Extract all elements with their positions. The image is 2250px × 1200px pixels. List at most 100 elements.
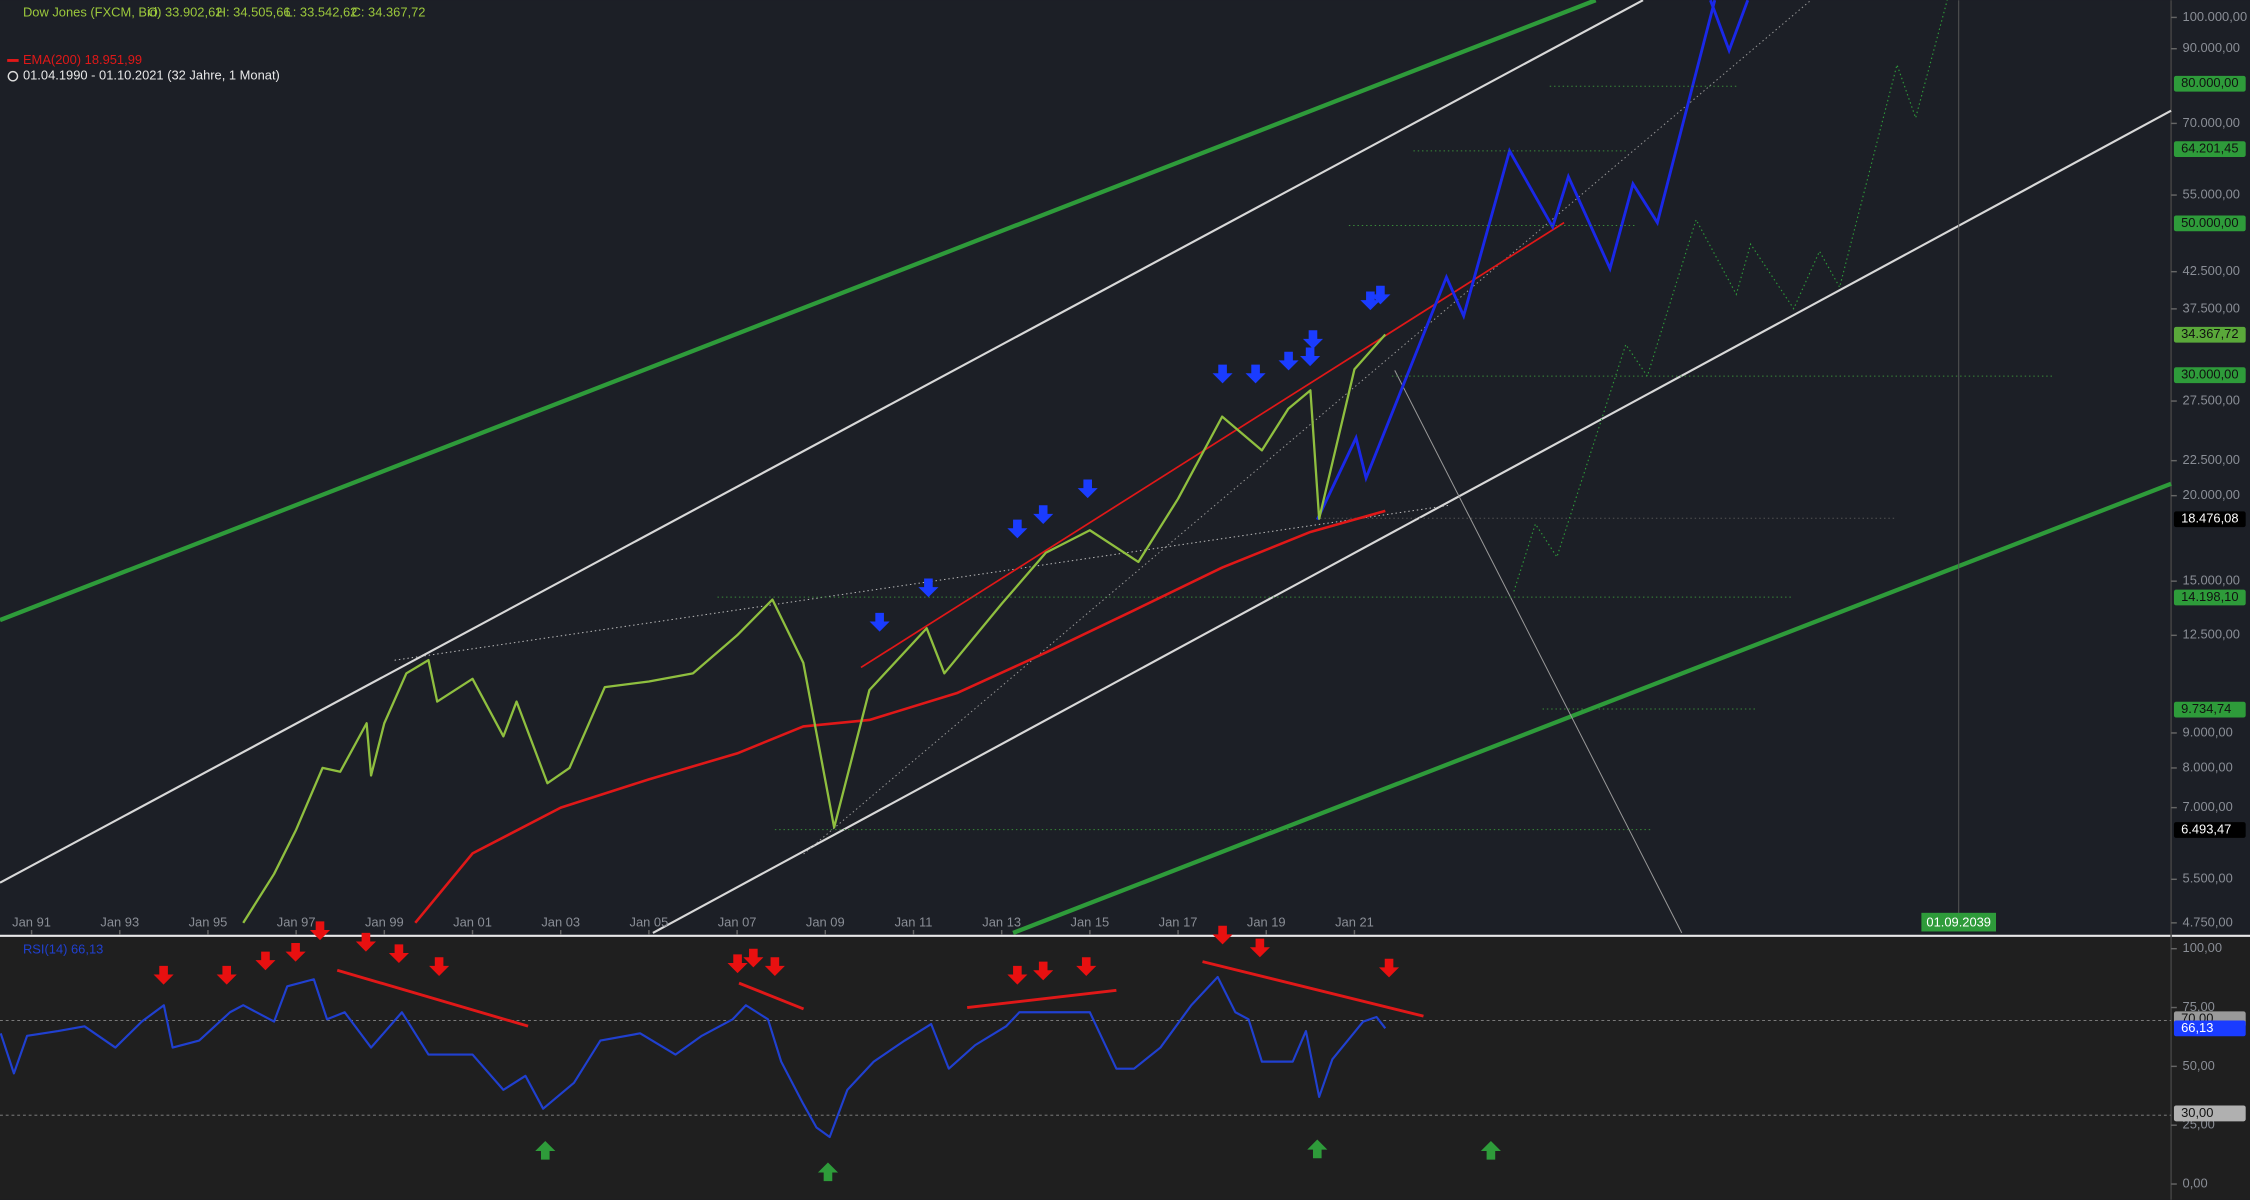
price-tag-label: 34.367,72 [2181, 326, 2238, 341]
y-tick-label: 5.500,00 [2183, 871, 2233, 886]
price-tag-label: 9.734,74 [2181, 701, 2231, 716]
date-tag-label: 01.09.2039 [1926, 914, 1991, 929]
y-tick-label: 15.000,00 [2183, 573, 2240, 588]
signal-arrow [1077, 479, 1098, 499]
projection-line [1394, 370, 1683, 934]
price-tag [2173, 822, 2246, 838]
signal-arrow [1249, 938, 1270, 958]
rsi-trend-lines [336, 960, 1424, 1028]
signal-arrow [429, 957, 450, 976]
signal-arrow [1076, 957, 1097, 976]
series-line [0, 975, 1387, 1139]
clock-icon [7, 70, 19, 82]
signal-arrow [1007, 519, 1028, 539]
y-tick-label: 22.500,00 [2183, 452, 2240, 467]
price-tag-label: 30.000,00 [2181, 367, 2238, 382]
ohlc: L: 33.542,62 [286, 5, 358, 20]
price-tag-label: 6.493,47 [2181, 821, 2231, 836]
legend-swatch [7, 59, 19, 62]
channel-line [1012, 481, 2172, 935]
signal-arrow [216, 965, 237, 985]
y-tick-label: 0,00 [2183, 1175, 2208, 1190]
date-tag [1921, 912, 1997, 932]
x-tick-label: Jan 17 [1159, 914, 1198, 929]
price-tag [2173, 75, 2246, 92]
level-lines [717, 85, 2052, 831]
signal-arrow [1307, 1139, 1328, 1159]
signal-arrow [1212, 925, 1233, 945]
price-tag-label: 66,13 [2181, 1020, 2213, 1035]
x-tick-label: Jan 13 [982, 914, 1021, 929]
price-tag-label: 18.476,08 [2181, 511, 2238, 526]
signal-arrow [1370, 285, 1391, 305]
signal-arrow [535, 1140, 556, 1160]
signal-arrow [1245, 364, 1266, 384]
signal-arrow [1302, 330, 1324, 349]
signal-arrow [817, 1162, 839, 1182]
signal-arrow [727, 954, 748, 974]
dotted-line [803, 0, 1812, 855]
x-tick-label: Jan 05 [630, 914, 669, 929]
signal-arrow [1007, 965, 1028, 985]
y-tick-label: 42.500,00 [2183, 263, 2240, 278]
projection-path [1315, 0, 1717, 521]
x-tick-label: Jan 07 [718, 914, 757, 929]
date-range: 01.04.1990 - 01.10.2021 (32 Jahre, 1 Mon… [23, 68, 280, 83]
x-tick-label: Jan 95 [189, 914, 228, 929]
trend-line [860, 221, 1565, 669]
signal-arrow [743, 948, 764, 968]
price-tag [2173, 589, 2246, 606]
price-tag [2173, 1020, 2246, 1037]
y-tick-label: 37.500,00 [2183, 300, 2240, 315]
y-tick-label: 75,00 [2183, 999, 2215, 1014]
signal-arrow [388, 944, 409, 964]
rsi-legend: RSI(14) 66,13 [23, 942, 103, 957]
series-line [242, 333, 1387, 924]
signal-arrow [1480, 1140, 1501, 1160]
price-tag-label: 64.201,45 [2181, 141, 2238, 156]
y-tick-label: 4.750,00 [2183, 914, 2233, 929]
y-tick-label: 90.000,00 [2183, 40, 2240, 55]
y-tick-label: 100,00 [2183, 940, 2222, 955]
y-tick-label: 100.000,00 [2183, 9, 2248, 24]
x-tick-label: Jan 09 [806, 914, 845, 929]
channel-line [652, 109, 2172, 934]
signal-arrow [1300, 347, 1321, 367]
signal-arrow [1033, 505, 1054, 524]
y-tick-label: 55.000,00 [2183, 186, 2240, 201]
y-tick-label: 20.000,00 [2183, 487, 2240, 502]
y-tick-label: 8.000,00 [2183, 759, 2233, 774]
channel-line [0, 0, 1644, 884]
y-tick-label: 27.500,00 [2183, 392, 2240, 407]
channel-line [0, 0, 1597, 623]
x-tick-label: Jan 11 [895, 914, 933, 929]
price-tag-label: 80.000,00 [2181, 75, 2238, 90]
price-tag [2173, 367, 2246, 384]
x-tick-label: Jan 97 [277, 914, 316, 929]
price-tag [2173, 701, 2246, 718]
price-tag [2173, 141, 2246, 157]
x-tick-label: Jan 93 [100, 914, 139, 929]
signal-arrow [918, 578, 939, 598]
signal-arrow [153, 965, 174, 985]
y-tick-label: 50,00 [2183, 1058, 2215, 1073]
x-tick-label: Jan 15 [1070, 914, 1109, 929]
price-tag-label: 50.000,00 [2181, 215, 2238, 230]
projection-path [1709, 0, 1750, 55]
x-tick-label: Jan 03 [541, 914, 580, 929]
projection-path [1513, 0, 1948, 592]
signal-arrow [1378, 958, 1400, 978]
y-tick-label: 7.000,00 [2183, 799, 2233, 814]
price-tag [2173, 511, 2246, 528]
x-tick-label: Jan 01 [453, 914, 492, 929]
price-panel-bg [0, 0, 2250, 934]
signal-arrow [1360, 291, 1381, 311]
signal-arrow [309, 921, 331, 941]
ema-legend: EMA(200) 18.951,99 [23, 52, 142, 67]
instrument: Dow Jones (FXCM, Bid) [23, 5, 161, 20]
dotted-line [394, 504, 1450, 661]
x-tick-label: Jan 19 [1247, 914, 1286, 929]
x-tick-label: Jan 99 [365, 914, 404, 929]
ohlc: C: 34.367,72 [352, 5, 426, 20]
